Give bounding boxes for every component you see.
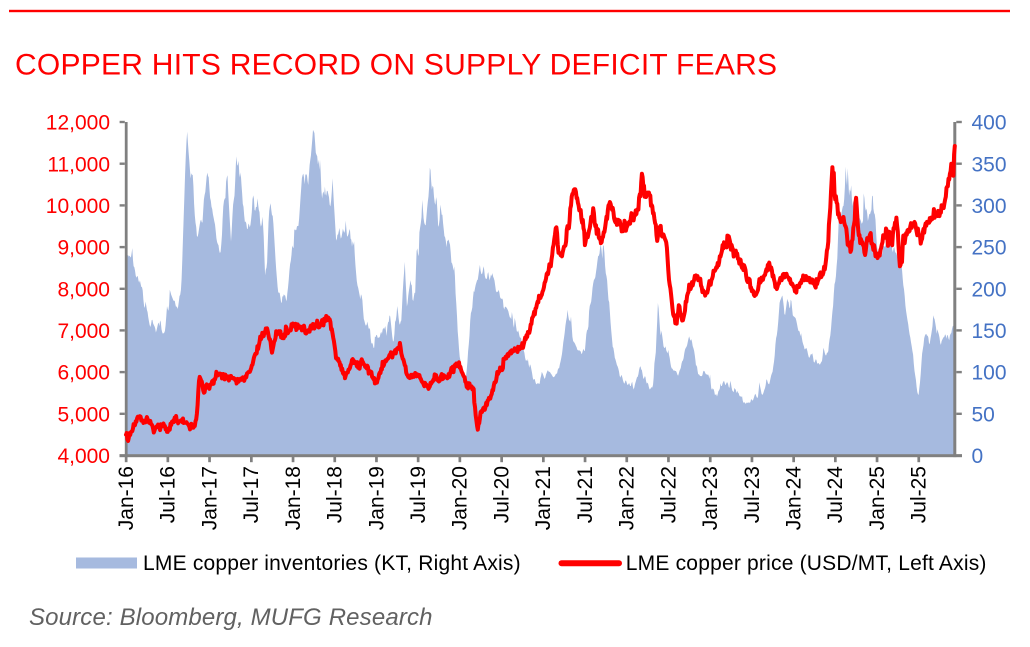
svg-text:12,000: 12,000 (46, 112, 110, 135)
svg-text:10,000: 10,000 (46, 195, 110, 218)
svg-text:Jul-17: Jul-17 (240, 466, 263, 523)
svg-text:LME copper inventories (KT, Ri: LME copper inventories (KT, Right Axis) (143, 552, 521, 575)
svg-text:150: 150 (972, 320, 1007, 343)
svg-text:Jul-22: Jul-22 (657, 466, 680, 523)
svg-text:300: 300 (972, 195, 1007, 218)
svg-text:Jan-24: Jan-24 (783, 466, 806, 531)
svg-text:LME copper price (USD/MT, Left: LME copper price (USD/MT, Left Axis) (626, 552, 987, 575)
svg-text:Jul-19: Jul-19 (407, 466, 430, 523)
svg-text:Jan-19: Jan-19 (365, 466, 388, 530)
svg-text:250: 250 (972, 237, 1007, 260)
svg-text:Jan-23: Jan-23 (699, 466, 722, 530)
svg-text:8,000: 8,000 (57, 278, 110, 301)
svg-text:9,000: 9,000 (57, 237, 110, 260)
svg-text:Jan-20: Jan-20 (449, 466, 472, 530)
svg-text:350: 350 (972, 153, 1007, 176)
svg-text:4,000: 4,000 (57, 445, 110, 468)
svg-text:50: 50 (972, 403, 995, 426)
svg-text:Source: Bloomberg, MUFG Resear: Source: Bloomberg, MUFG Research (29, 604, 433, 631)
svg-text:Jan-22: Jan-22 (616, 466, 639, 530)
svg-text:Jan-25: Jan-25 (866, 466, 889, 530)
svg-text:Jul-21: Jul-21 (574, 466, 597, 523)
svg-text:Jan-18: Jan-18 (282, 466, 305, 530)
svg-text:Jan-17: Jan-17 (198, 466, 221, 530)
svg-text:Jul-20: Jul-20 (491, 466, 514, 523)
svg-text:5,000: 5,000 (57, 403, 110, 426)
svg-text:6,000: 6,000 (57, 362, 110, 385)
svg-text:Jan-21: Jan-21 (532, 466, 555, 530)
svg-text:0: 0 (972, 445, 984, 468)
svg-text:11,000: 11,000 (47, 153, 110, 176)
svg-text:Jul-24: Jul-24 (824, 466, 847, 524)
svg-text:200: 200 (972, 278, 1007, 301)
svg-text:400: 400 (972, 112, 1007, 135)
svg-text:Jul-23: Jul-23 (741, 466, 764, 523)
svg-text:COPPER HITS RECORD ON SUPPLY D: COPPER HITS RECORD ON SUPPLY DEFICIT FEA… (15, 49, 777, 82)
svg-text:7,000: 7,000 (57, 320, 110, 343)
svg-text:Jul-18: Jul-18 (324, 466, 347, 523)
svg-text:Jul-16: Jul-16 (157, 466, 180, 523)
svg-text:100: 100 (972, 362, 1007, 385)
svg-text:Jul-25: Jul-25 (908, 466, 931, 523)
svg-text:Jan-16: Jan-16 (115, 466, 138, 530)
